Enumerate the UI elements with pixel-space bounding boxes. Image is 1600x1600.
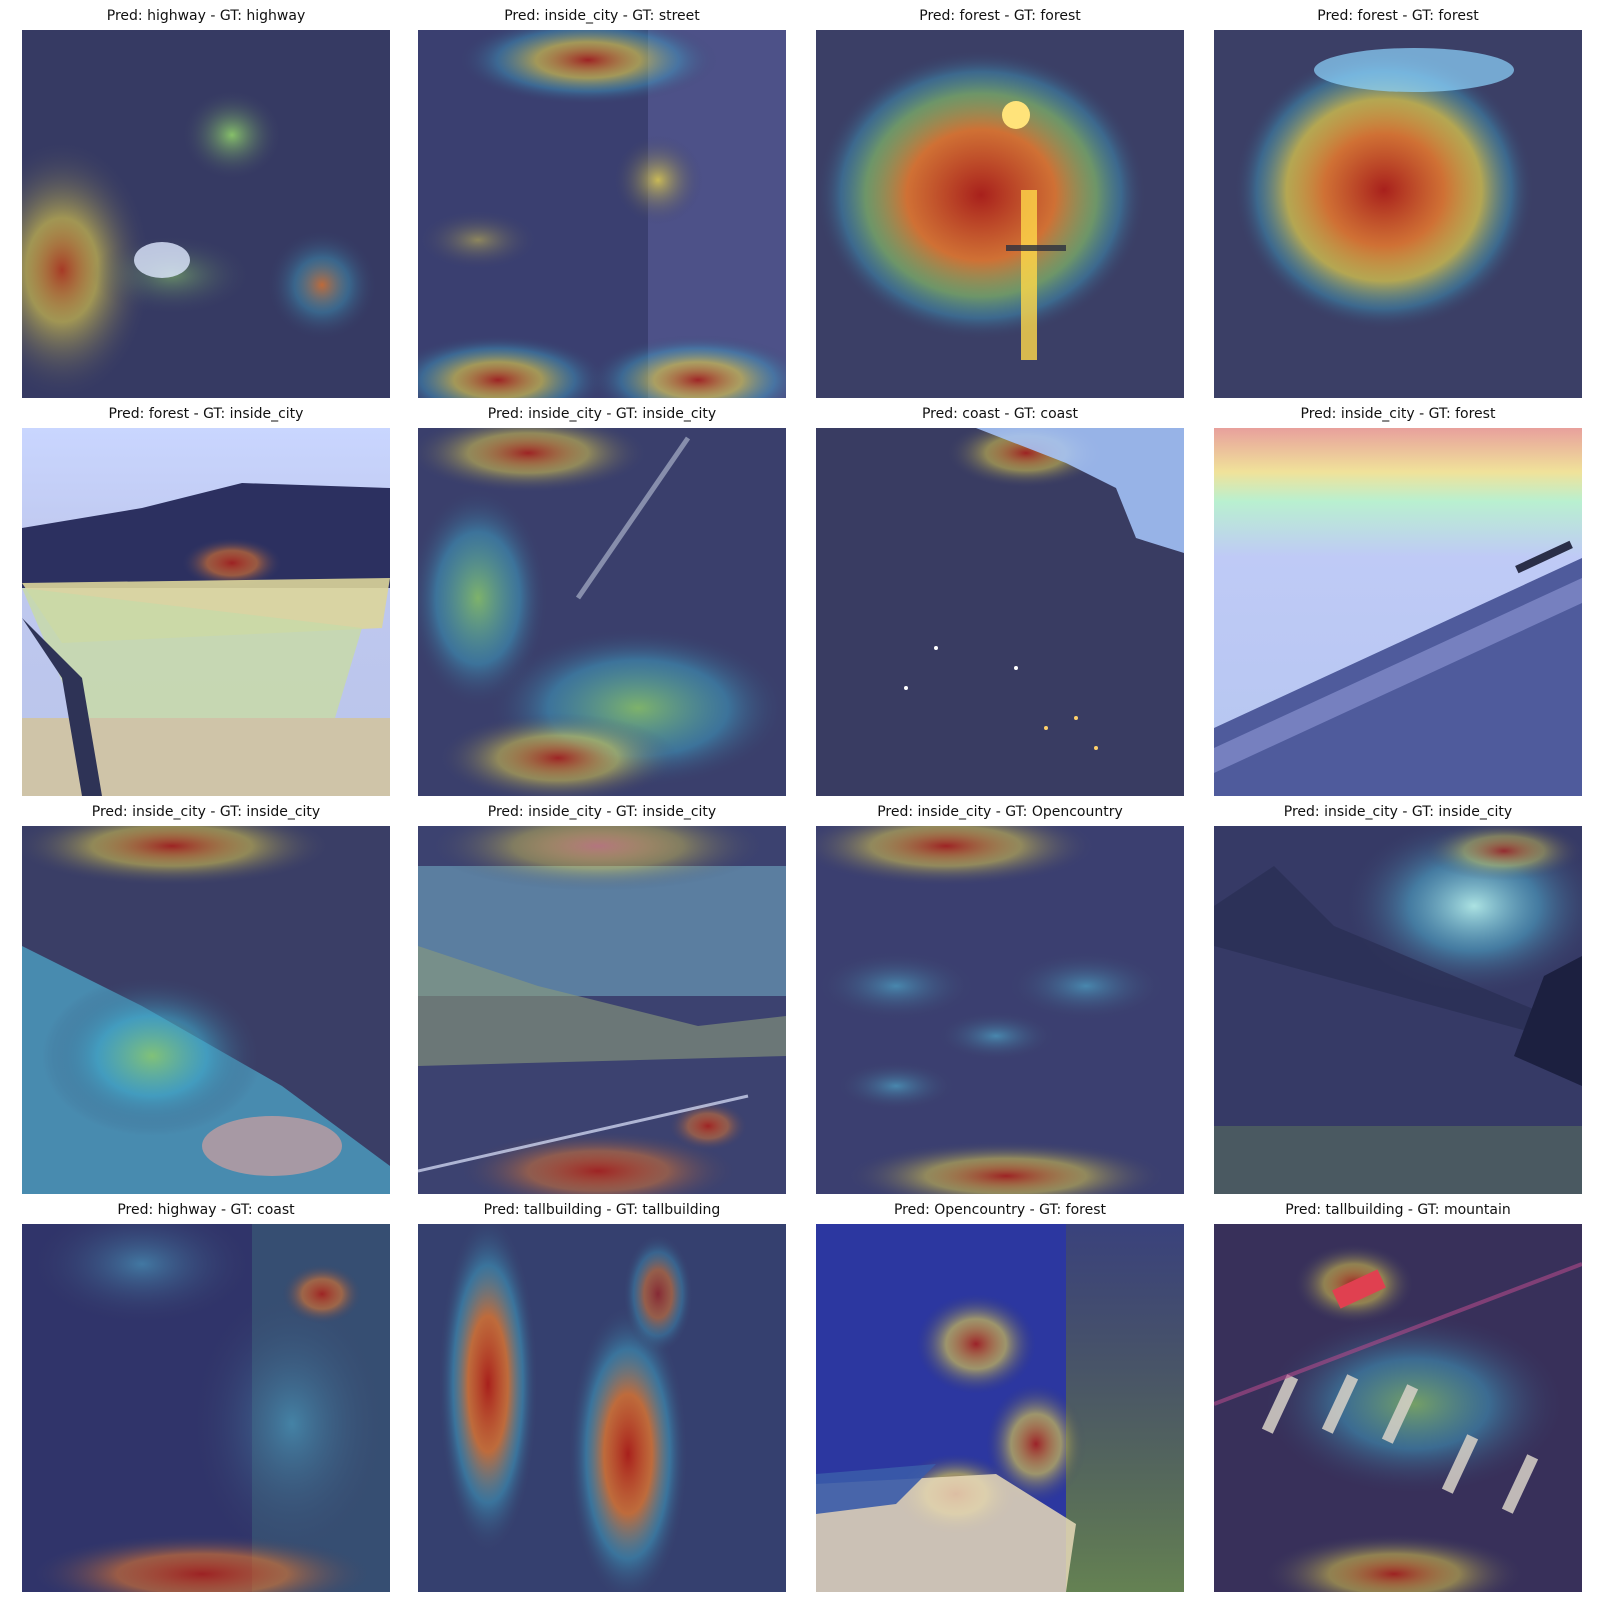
- panel-5: Pred: forest - GT: inside_city: [22, 404, 390, 796]
- panel-2: Pred: inside_city - GT: street: [418, 6, 786, 398]
- heatmap-svg: [22, 30, 390, 398]
- panel-title: Pred: tallbuilding - GT: tallbuilding: [483, 1202, 721, 1218]
- panel-title: Pred: forest - GT: forest: [1317, 8, 1479, 24]
- heatmap-svg: [816, 826, 1184, 1194]
- panel-14: Pred: tallbuilding - GT: tallbuilding: [418, 1200, 786, 1592]
- panel-title: Pred: inside_city - GT: inside_city: [91, 804, 321, 820]
- heatmap-svg: [22, 428, 390, 796]
- panel-title: Pred: inside_city - GT: Opencountry: [877, 804, 1123, 820]
- heatmap-svg: [418, 30, 786, 398]
- panel-title: Pred: inside_city - GT: street: [504, 8, 700, 24]
- panel-16: Pred: tallbuilding - GT: mountain: [1214, 1200, 1582, 1592]
- panel-title: Pred: inside_city - GT: forest: [1300, 406, 1496, 422]
- heatmap-overlay-image: [816, 826, 1184, 1194]
- heatmap-overlay-image: [1214, 1224, 1582, 1592]
- panel-13: Pred: highway - GT: coast: [22, 1200, 390, 1592]
- heatmap-overlay-image: [816, 30, 1184, 398]
- heatmap-overlay-image: [22, 1224, 390, 1592]
- panel-1: Pred: highway - GT: highway: [22, 6, 390, 398]
- panel-title: Pred: highway - GT: coast: [117, 1202, 295, 1218]
- heatmap-svg: [418, 1224, 786, 1592]
- panel-title: Pred: forest - GT: inside_city: [108, 406, 304, 422]
- heatmap-svg: [1214, 1224, 1582, 1592]
- heatmap-svg: [1214, 428, 1582, 796]
- panel-15: Pred: Opencountry - GT: forest: [816, 1200, 1184, 1592]
- heatmap-overlay-image: [22, 30, 390, 398]
- panel-title: Pred: coast - GT: coast: [921, 406, 1079, 422]
- heatmap-overlay-image: [816, 428, 1184, 796]
- panel-title: Pred: inside_city - GT: inside_city: [487, 406, 717, 422]
- panel-7: Pred: coast - GT: coast: [816, 404, 1184, 796]
- heatmap-overlay-image: [22, 428, 390, 796]
- heatmap-overlay-image: [418, 428, 786, 796]
- heatmap-svg: [816, 1224, 1184, 1592]
- panel-8: Pred: inside_city - GT: forest: [1214, 404, 1582, 796]
- heatmap-svg: [816, 30, 1184, 398]
- heatmap-svg: [22, 1224, 390, 1592]
- heatmap-overlay-image: [418, 826, 786, 1194]
- panel-6: Pred: inside_city - GT: inside_city: [418, 404, 786, 796]
- panel-title: Pred: tallbuilding - GT: mountain: [1285, 1202, 1511, 1218]
- heatmap-overlay-image: [816, 1224, 1184, 1592]
- panel-3: Pred: forest - GT: forest: [816, 6, 1184, 398]
- heatmap-svg: [1214, 826, 1582, 1194]
- heatmap-overlay-image: [1214, 428, 1582, 796]
- heatmap-overlay-image: [1214, 826, 1582, 1194]
- panel-title: Pred: highway - GT: highway: [106, 8, 306, 24]
- panel-title: Pred: inside_city - GT: inside_city: [487, 804, 717, 820]
- panel-9: Pred: inside_city - GT: inside_city: [22, 802, 390, 1194]
- panel-10: Pred: inside_city - GT: inside_city: [418, 802, 786, 1194]
- panel-12: Pred: inside_city - GT: inside_city: [1214, 802, 1582, 1194]
- heatmap-overlay-image: [418, 1224, 786, 1592]
- panel-11: Pred: inside_city - GT: Opencountry: [816, 802, 1184, 1194]
- heatmap-overlay-image: [418, 30, 786, 398]
- panel-title: Pred: inside_city - GT: inside_city: [1283, 804, 1513, 820]
- heatmap-svg: [22, 826, 390, 1194]
- heatmap-svg: [418, 428, 786, 796]
- panel-title: Pred: Opencountry - GT: forest: [893, 1202, 1107, 1218]
- heatmap-svg: [418, 826, 786, 1194]
- heatmap-overlay-image: [1214, 30, 1582, 398]
- heatmap-svg: [1214, 30, 1582, 398]
- panel-title: Pred: forest - GT: forest: [919, 8, 1081, 24]
- heatmap-svg: [816, 428, 1184, 796]
- heatmap-overlay-image: [22, 826, 390, 1194]
- panel-4: Pred: forest - GT: forest: [1214, 6, 1582, 398]
